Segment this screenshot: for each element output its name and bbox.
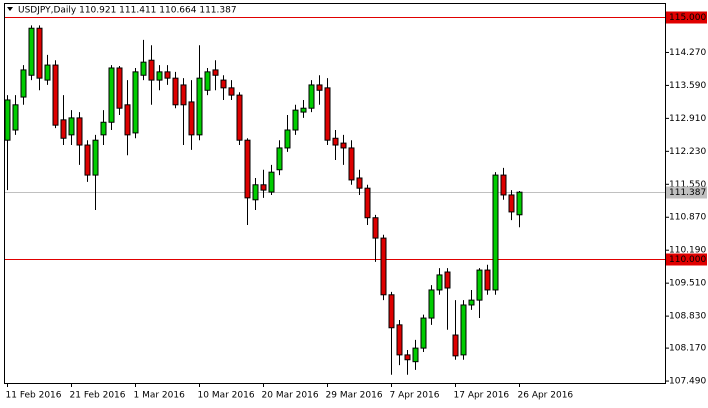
candle-body: [60, 119, 67, 139]
y-tick-label: 112.910: [669, 114, 706, 124]
candle-body: [4, 99, 11, 141]
candle-body: [156, 71, 163, 81]
candle-body: [476, 269, 483, 301]
candle-body: [364, 187, 371, 219]
plot-frame: [4, 3, 666, 384]
candle-body: [172, 77, 179, 106]
menu-arrow: [7, 7, 13, 11]
candle-body: [244, 139, 251, 199]
candle-body: [76, 117, 83, 146]
x-tick-label: 21 Feb 2016: [70, 391, 126, 401]
candle-body: [332, 137, 339, 146]
candle-body: [492, 174, 499, 291]
level-label: 111.387: [669, 188, 706, 198]
candle-body: [324, 87, 331, 141]
x-tick-label: 7 Apr 2016: [390, 391, 440, 401]
candle-body: [340, 142, 347, 149]
candle-body: [500, 174, 507, 196]
candle-body: [356, 177, 363, 189]
candle-body: [284, 129, 291, 149]
candle-body: [484, 269, 491, 291]
candle-body: [108, 67, 115, 123]
candle-body: [508, 194, 515, 213]
candle-body: [180, 84, 187, 106]
y-tick-label: 114.270: [669, 48, 706, 58]
candle-body: [36, 27, 43, 79]
y-tick-label: 113.590: [669, 81, 706, 91]
candle-body: [68, 117, 75, 136]
candle-body: [292, 109, 299, 131]
x-tick-label: 10 Mar 2016: [198, 391, 255, 401]
y-tick-label: 107.490: [669, 377, 706, 387]
x-tick-label: 26 Apr 2016: [518, 391, 574, 401]
candle-body: [420, 317, 427, 349]
candle-body: [132, 71, 139, 134]
candle-body: [12, 104, 19, 131]
candle-body: [380, 237, 387, 296]
candle-body: [308, 84, 315, 109]
candle-body: [372, 217, 379, 239]
x-tick-label: 29 Mar 2016: [326, 391, 383, 401]
candle-body: [20, 69, 27, 98]
candle-body: [164, 71, 171, 79]
candle-body: [228, 87, 235, 96]
candle-body: [28, 27, 35, 76]
y-tick-label: 109.510: [669, 279, 706, 289]
x-tick-label: 11 Feb 2016: [6, 391, 62, 401]
x-tick-label: 1 Mar 2016: [134, 391, 186, 401]
candle-body: [460, 304, 467, 356]
y-tick-label: 108.830: [669, 312, 706, 322]
candle-body: [100, 121, 107, 136]
y-tick-label: 110.870: [669, 213, 706, 223]
level-label-box: [666, 11, 707, 24]
candle-body: [252, 184, 259, 201]
candle-body: [196, 77, 203, 136]
candle-body: [348, 147, 355, 181]
candle-body: [52, 64, 59, 126]
candle-body: [140, 61, 147, 76]
candle-body: [276, 147, 283, 171]
chart-title: USDJPY,Daily 110.921 111.411 110.664 111…: [18, 6, 237, 16]
candle-body: [388, 294, 395, 329]
candle-body: [148, 59, 155, 81]
candle-body: [236, 94, 243, 141]
candle-body: [436, 274, 443, 291]
candle-body: [396, 324, 403, 356]
level-label-box: [666, 186, 707, 199]
candle-body: [212, 69, 219, 76]
x-tick-label: 20 Mar 2016: [262, 391, 319, 401]
candle-body: [268, 171, 275, 193]
level-label: 110.000: [669, 255, 706, 265]
candle-body: [124, 104, 131, 136]
candle-body: [444, 271, 451, 289]
candle-body: [316, 84, 323, 91]
candle-body: [404, 354, 411, 361]
candle-body: [468, 299, 475, 306]
y-tick-label: 108.170: [669, 344, 706, 354]
candle-body: [516, 191, 523, 216]
candle-body: [84, 144, 91, 176]
candle-body: [428, 289, 435, 319]
candle-body: [220, 79, 227, 89]
candle-body: [260, 184, 267, 191]
level-label-box: [666, 253, 707, 266]
candle-body: [300, 107, 307, 113]
candle-body: [92, 139, 99, 176]
y-tick-label: 110.190: [669, 246, 706, 256]
candle-body: [204, 71, 211, 91]
level-label: 115.000: [669, 13, 706, 23]
x-tick-label: 17 Apr 2016: [454, 391, 510, 401]
candle-body: [412, 347, 419, 363]
candle-body: [44, 64, 51, 81]
y-tick-label: 112.230: [669, 147, 706, 157]
y-tick-label: 111.550: [669, 180, 706, 190]
candle-body: [116, 67, 123, 109]
candle-body: [188, 101, 195, 136]
candle-body: [452, 334, 459, 357]
